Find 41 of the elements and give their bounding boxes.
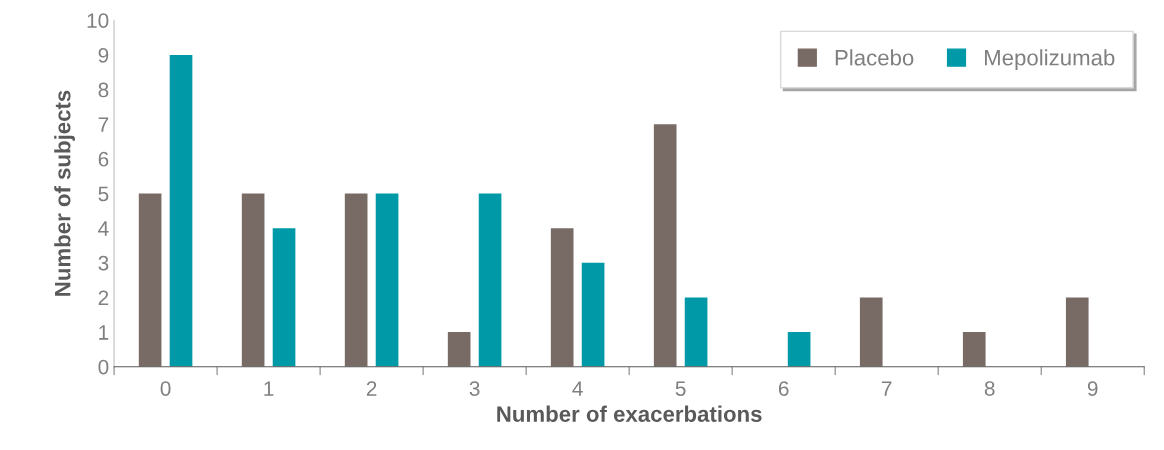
legend-label: Mepolizumab [984, 49, 1115, 70]
y-tick-label: 6 [98, 151, 109, 167]
bar [375, 193, 399, 367]
y-tick-label: 4 [98, 221, 109, 236]
y-tick-label: 1 [99, 325, 109, 340]
y-tick-label: 2 [98, 290, 109, 305]
bar [138, 193, 162, 367]
x-tick-label: 7 [881, 381, 892, 396]
x-tick-label: 5 [675, 381, 686, 396]
x-tick-label: 1 [264, 381, 274, 396]
x-tick-label: 6 [778, 381, 789, 396]
bar [550, 228, 574, 367]
bar [581, 262, 605, 367]
bar [344, 193, 368, 367]
bar [478, 193, 502, 367]
bar [684, 297, 708, 367]
bar [653, 124, 677, 367]
x-tick-label: 3 [469, 381, 480, 396]
x-tick-label: 9 [1087, 381, 1098, 396]
x-tick-label: 4 [572, 381, 583, 396]
bar [1065, 297, 1089, 367]
bar [241, 193, 265, 367]
x-axis-title: Number of exacerbations [497, 405, 762, 422]
x-tick-label: 8 [984, 381, 995, 396]
x-tick-label: 0 [160, 381, 171, 396]
y-tick-label: 8 [98, 82, 109, 98]
y-axis-title: Number of subjects [54, 90, 75, 296]
y-tick-label: 3 [98, 255, 109, 271]
y-tick-label: 0 [98, 359, 109, 375]
y-tick-label: 10 [87, 13, 109, 28]
bar [859, 297, 883, 367]
legend-label: Placebo [835, 49, 914, 66]
x-tick-label: 2 [366, 381, 377, 396]
bar [787, 332, 811, 367]
y-tick-label: 7 [98, 117, 109, 132]
y-tick-label: 5 [98, 186, 109, 202]
bar [962, 332, 986, 367]
bar [169, 54, 193, 367]
y-tick-label: 9 [98, 47, 109, 63]
bar [447, 332, 471, 367]
bar [272, 228, 296, 367]
